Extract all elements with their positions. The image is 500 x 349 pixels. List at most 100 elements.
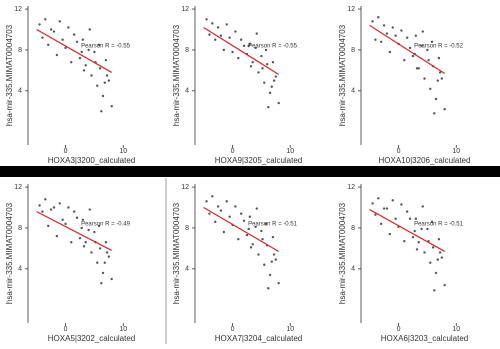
point xyxy=(214,220,217,224)
point xyxy=(242,219,246,222)
point xyxy=(438,71,442,74)
x-tick-label: 10 xyxy=(119,326,127,333)
annotation: Pearson R = -0.51 xyxy=(248,222,298,228)
point xyxy=(44,198,47,201)
point xyxy=(96,261,99,264)
point xyxy=(234,30,237,33)
y-tick-label: 4 xyxy=(18,266,22,273)
trend-line xyxy=(203,206,280,252)
point xyxy=(271,61,275,64)
y-tick-label: 8 xyxy=(351,225,355,232)
point xyxy=(382,24,386,27)
point xyxy=(388,50,392,54)
point xyxy=(81,38,85,41)
point xyxy=(420,227,423,231)
point xyxy=(101,271,105,275)
point xyxy=(90,251,93,254)
point xyxy=(385,207,389,210)
x-axis-label: HOXA5|3202_calculated xyxy=(48,334,135,343)
point xyxy=(405,36,409,39)
y-axis-label: hsa-mir-335.MIMAT0004703 xyxy=(5,202,14,304)
point xyxy=(44,18,47,21)
point xyxy=(211,195,214,198)
point xyxy=(431,246,435,249)
point xyxy=(38,204,41,207)
point xyxy=(228,36,231,39)
point xyxy=(55,53,59,57)
point xyxy=(82,245,86,248)
point xyxy=(247,227,250,231)
point xyxy=(80,226,83,230)
point xyxy=(261,237,264,241)
point xyxy=(97,43,101,47)
point xyxy=(270,260,273,263)
point xyxy=(103,81,106,84)
point xyxy=(403,240,406,243)
point xyxy=(98,67,102,70)
point xyxy=(82,69,86,72)
point xyxy=(248,215,252,218)
point xyxy=(264,222,268,226)
point xyxy=(105,251,109,254)
x-tick-label: 0 xyxy=(64,326,68,333)
point xyxy=(263,81,266,84)
point xyxy=(249,65,253,68)
point xyxy=(110,104,113,108)
x-tick-label: 0 xyxy=(397,326,401,333)
point xyxy=(248,42,252,46)
point xyxy=(237,56,240,60)
point xyxy=(260,54,263,58)
point xyxy=(97,224,101,228)
y-axis-label: hsa-mir-335.MIMAT0004703 xyxy=(338,24,347,126)
x-tick-label: 10 xyxy=(119,148,127,155)
y-tick-label: 8 xyxy=(185,47,189,54)
point xyxy=(84,241,87,244)
point xyxy=(88,28,91,31)
point xyxy=(414,217,418,220)
point xyxy=(211,22,214,25)
point xyxy=(239,212,243,215)
point xyxy=(274,258,278,261)
point xyxy=(58,202,61,205)
y-tick-label: 8 xyxy=(18,225,22,232)
y-tick-label: 4 xyxy=(351,88,355,95)
point xyxy=(242,44,246,48)
point xyxy=(438,251,442,254)
x-tick-label: 0 xyxy=(231,148,235,155)
y-tick-label: 8 xyxy=(185,225,189,232)
point xyxy=(247,44,250,48)
point xyxy=(254,46,257,50)
point xyxy=(272,253,276,256)
y-tick-label: 12 xyxy=(14,184,22,191)
y-tick-label: 4 xyxy=(185,88,189,95)
point xyxy=(388,232,392,236)
point xyxy=(270,85,273,88)
point xyxy=(222,48,226,52)
point xyxy=(421,30,424,33)
point xyxy=(239,38,243,41)
point xyxy=(423,77,426,80)
point xyxy=(255,32,258,35)
point xyxy=(64,222,67,226)
y-axis-label: hsa-mir-335.MIMAT0004703 xyxy=(172,24,181,126)
y-axis-label: hsa-mir-335.MIMAT0004703 xyxy=(5,24,14,126)
y-tick-label: 8 xyxy=(351,47,355,54)
x-tick-label: 10 xyxy=(452,148,460,155)
point xyxy=(437,56,441,60)
annotation: Pearson R = -0.51 xyxy=(414,222,464,228)
point xyxy=(394,34,397,37)
point xyxy=(433,289,436,292)
point xyxy=(385,32,389,35)
point xyxy=(61,218,64,221)
point xyxy=(433,112,436,115)
point xyxy=(411,54,415,58)
point xyxy=(429,87,432,90)
point xyxy=(263,263,266,266)
x-tick-label: 0 xyxy=(397,148,401,155)
point xyxy=(440,256,444,259)
point xyxy=(49,28,53,31)
point xyxy=(443,283,446,287)
y-axis-label: hsa-mir-335.MIMAT0004703 xyxy=(338,202,347,304)
